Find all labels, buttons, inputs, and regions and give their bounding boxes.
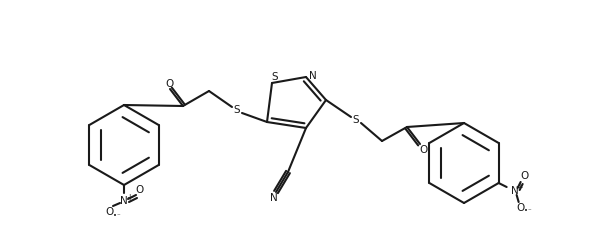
Text: S: S (353, 115, 359, 125)
Text: O: O (135, 185, 143, 195)
Text: S: S (272, 72, 278, 82)
Text: O: O (521, 171, 529, 181)
Text: S: S (233, 105, 241, 115)
Text: +: + (126, 192, 132, 201)
Text: O: O (105, 207, 113, 217)
Text: O: O (420, 145, 428, 155)
Text: N: N (120, 196, 128, 206)
Text: •⁻: •⁻ (113, 213, 121, 219)
Text: O: O (517, 203, 525, 213)
Text: N: N (309, 71, 317, 81)
Text: •⁻: •⁻ (524, 208, 531, 214)
Text: N: N (270, 193, 278, 203)
Text: N: N (511, 186, 518, 196)
Text: +: + (517, 182, 523, 191)
Text: O: O (165, 79, 173, 89)
